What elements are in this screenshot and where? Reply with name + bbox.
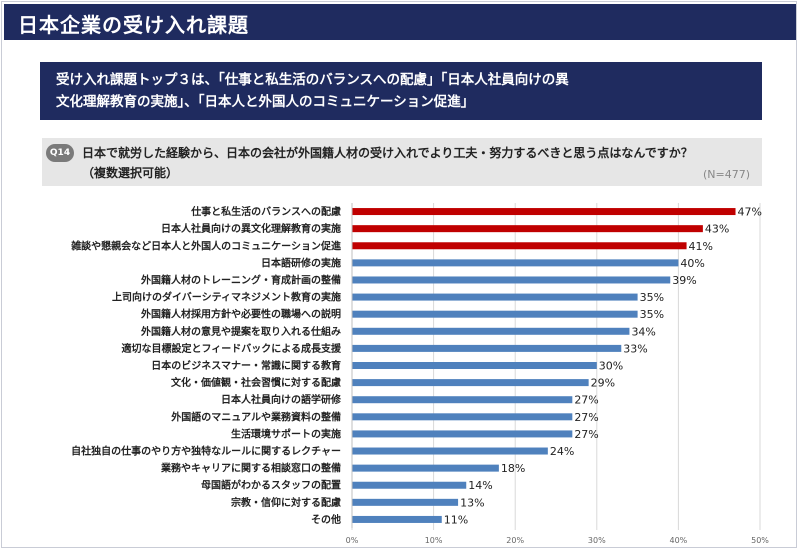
data-label: 40% <box>680 257 704 270</box>
bar <box>352 379 589 387</box>
bar <box>352 413 573 421</box>
category-label: 業務やキャリアに関する相談窓口の整備 <box>160 462 341 475</box>
category-label: 生活環境サポートの実施 <box>231 427 341 440</box>
question-badge: Q14 <box>46 144 74 162</box>
bar <box>352 447 548 455</box>
bar <box>352 293 638 301</box>
category-label: 日本語研修の実施 <box>261 256 341 269</box>
summary-box: 受け入れ課題トップ３は、「仕事と私生活のバランスへの配慮」「日本人社員向けの異 … <box>40 62 762 120</box>
category-label: 宗教・信仰に対する配慮 <box>231 496 341 509</box>
category-label: 日本人社員向けの語学研修 <box>221 393 342 406</box>
bar <box>352 481 467 489</box>
bar <box>352 310 638 318</box>
category-label: 外国籍人材の意見や提案を取り入れる仕組み <box>140 325 341 338</box>
category-label: 日本人社員向けの異文化理解教育の実施 <box>161 222 341 235</box>
data-label: 34% <box>631 325 655 338</box>
x-tick-label: 10% <box>425 536 443 545</box>
x-tick-label: 20% <box>506 536 524 545</box>
header-bar: 日本企業の受け入れ課題 <box>4 4 796 40</box>
data-label: 43% <box>705 223 729 236</box>
category-label: 外国籍人材のトレーニング・育成計画の整備 <box>140 273 341 286</box>
bar <box>352 430 573 438</box>
x-tick-label: 30% <box>588 536 606 545</box>
category-label: 外国語のマニュアルや業務資料の整備 <box>170 410 341 423</box>
data-label: 33% <box>623 342 647 355</box>
category-label: その他 <box>311 513 341 526</box>
x-tick-label: 40% <box>670 536 688 545</box>
data-label: 27% <box>574 411 598 424</box>
data-label: 13% <box>460 496 484 509</box>
category-label: 外国籍人材採用方針や必要性の職場への説明 <box>140 308 341 321</box>
bar <box>352 464 499 472</box>
category-label: 自社独自の仕事のやり方や独特なルールに関するレクチャー <box>71 445 341 458</box>
bar <box>352 276 671 284</box>
x-tick-label: 0% <box>346 536 359 545</box>
bar <box>352 225 703 233</box>
data-label: 30% <box>599 360 623 373</box>
category-label: 文化・価値観・社会習慣に対する配慮 <box>171 376 341 389</box>
data-label: 14% <box>468 479 492 492</box>
bar <box>352 327 630 335</box>
summary-line-1: 受け入れ課題トップ３は、「仕事と私生活のバランスへの配慮」「日本人社員向けの異 <box>56 72 569 88</box>
bar <box>352 396 573 404</box>
summary-line-2: 文化理解教育の実施」、「日本人と外国人のコミュニケーション促進」 <box>56 94 475 110</box>
data-label: 47% <box>738 206 762 219</box>
data-label: 27% <box>574 428 598 441</box>
data-label: 24% <box>550 445 574 458</box>
data-label: 27% <box>574 394 598 407</box>
category-label: 仕事と私生活のバランスへの配慮 <box>190 205 341 218</box>
data-label: 35% <box>640 291 664 304</box>
page-title: 日本企業の受け入れ課題 <box>18 13 249 37</box>
sample-size: (N=477) <box>702 168 750 181</box>
category-label: 日本のビジネスマナー・常識に関する教育 <box>151 359 341 372</box>
category-label: 母国語がわかるスタッフの配置 <box>201 479 341 492</box>
category-label: 上司向けのダイバーシティマネジメント教育の実施 <box>112 291 341 304</box>
data-label: 11% <box>444 513 468 526</box>
bar <box>352 498 459 506</box>
summary-text: 受け入れ課題トップ３は、「仕事と私生活のバランスへの配慮」「日本人社員向けの異 … <box>56 69 752 113</box>
bar <box>352 344 622 352</box>
data-label: 18% <box>501 462 525 475</box>
question-box: Q14 日本で就労した経験から、日本の会社が外国籍人材の受け入れでより工夫・努力… <box>42 138 762 186</box>
bar <box>352 242 687 250</box>
x-tick-label: 50% <box>751 536 769 545</box>
category-label: 適切な目標設定とフィードバックによる成長支援 <box>122 342 342 355</box>
bar <box>352 208 736 216</box>
bar <box>352 259 679 267</box>
bar <box>352 362 597 369</box>
bar <box>352 515 442 523</box>
question-text: 日本で就労した経験から、日本の会社が外国籍人材の受け入れでより工夫・努力するべき… <box>82 146 693 160</box>
category-label: 雑談や懇親会など日本人と外国人のコミュニケーション促進 <box>70 239 342 252</box>
data-label: 29% <box>591 377 615 390</box>
question-note: （複数選択可能） <box>82 166 179 180</box>
data-label: 39% <box>672 274 696 287</box>
data-label: 35% <box>640 308 664 321</box>
data-label: 41% <box>689 240 713 253</box>
